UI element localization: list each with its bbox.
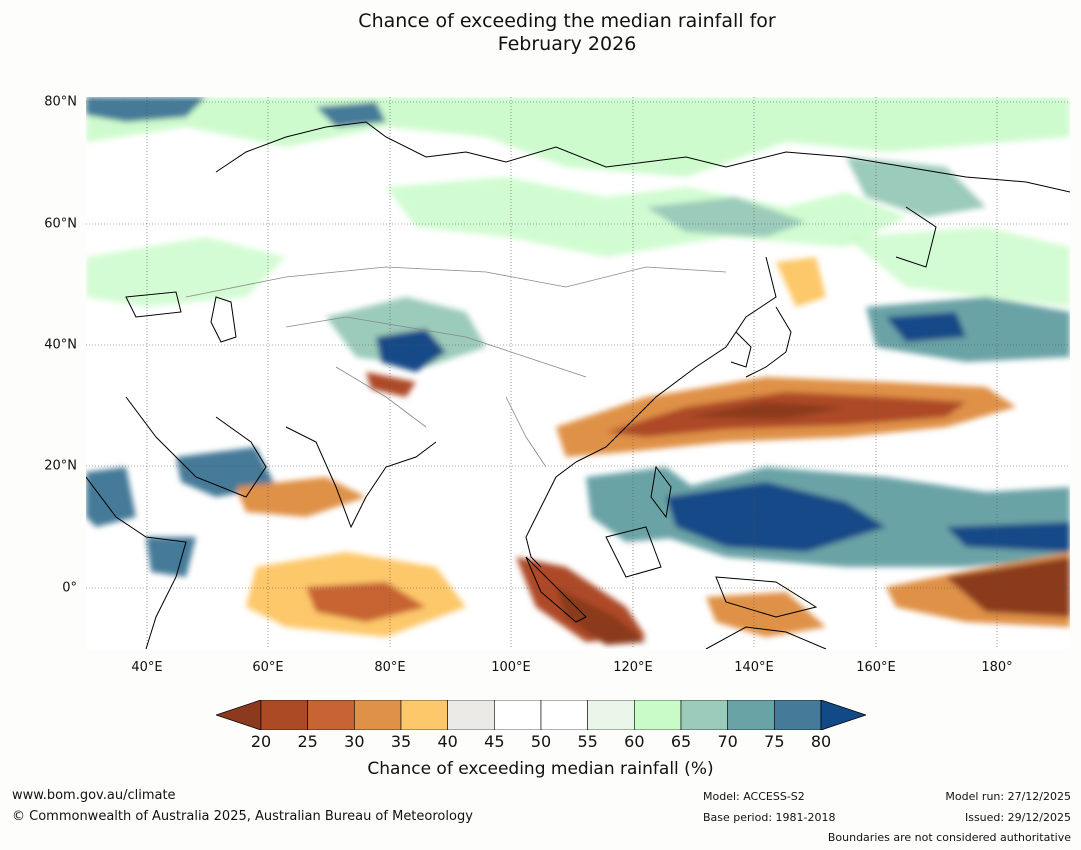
- rainfall-map-canvas: [86, 97, 1070, 649]
- field-teal-central-asia: [326, 297, 486, 367]
- coast-caspian: [210, 296, 237, 343]
- lon-label: 60°E: [252, 660, 284, 675]
- field-orange-arabian-sea: [236, 477, 366, 517]
- colorbar-label: Chance of exceeding median rainfall (%): [367, 759, 714, 779]
- field-green-northwest: [86, 237, 286, 307]
- field-green-pacific-north: [846, 227, 1070, 307]
- footer-issued: Issued: 29/12/2025: [964, 811, 1071, 824]
- country-borders: [185, 266, 727, 468]
- colorbar-segment: [494, 700, 542, 730]
- colorbar-segment: [307, 700, 355, 730]
- lon-label: 160°E: [856, 660, 896, 675]
- map-title: Chance of exceeding the median rainfall …: [0, 10, 1081, 56]
- colorbar-tick-label: 55: [577, 732, 598, 751]
- field-dark-brown-band: [686, 402, 846, 419]
- field-blue-wpac-east: [946, 522, 1070, 552]
- colorbar-ticks: 20 25 30 35 40 45 50 55 60 65 70 75 80: [0, 732, 1081, 752]
- footer-model: Model: ACCESS-S2: [703, 790, 805, 803]
- field-blue-tibet: [376, 329, 446, 372]
- map-title-line2: February 2026: [497, 33, 637, 55]
- coast-new-guinea: [715, 576, 818, 618]
- field-brown-indian-ocean: [306, 582, 426, 622]
- colorbar-tick-label: 35: [390, 732, 412, 751]
- field-dark-brown-eq-pacific: [946, 557, 1070, 617]
- lon-label: 180°: [981, 660, 1013, 675]
- footer-boundaries-note: Boundaries are not considered authoritat…: [827, 831, 1071, 844]
- footer-copyright: © Commonwealth of Australia 2025, Austra…: [12, 809, 473, 824]
- lat-label: 60°N: [44, 216, 77, 232]
- coast-arabia: [125, 396, 267, 498]
- colorbar-segment: [354, 700, 402, 730]
- colorbar-segment: [774, 700, 822, 730]
- field-blue-wpac: [666, 482, 886, 552]
- coast-india: [285, 426, 437, 529]
- coast-africa: [86, 476, 187, 649]
- colorbar-tick-label: 40: [437, 732, 458, 751]
- coast-philippines: [650, 465, 672, 519]
- colorbar-tick-label: 65: [670, 732, 692, 751]
- colorbar-extend-high: [820, 700, 866, 730]
- field-blue-red-sea: [86, 467, 136, 527]
- colorbar-tick-label: 75: [764, 732, 785, 751]
- field-blue-arctic-2: [316, 102, 386, 127]
- coast-korea: [730, 331, 752, 368]
- colorbar-tick-label: 60: [624, 732, 645, 751]
- coast-north-eurasia: [215, 121, 1070, 193]
- field-orange-himalaya: [366, 372, 416, 397]
- lat-label: 80°N: [44, 94, 77, 110]
- field-blue-arctic: [86, 97, 206, 122]
- coast-japan: [745, 306, 792, 378]
- lat-label: 0°: [62, 580, 77, 596]
- colorbar-segment: [680, 700, 728, 730]
- colorbar-segment: [727, 700, 775, 730]
- field-blue-horn: [146, 537, 196, 577]
- lon-label: 80°E: [374, 660, 406, 675]
- gridlines: [86, 97, 1070, 649]
- colorbar-segment: [400, 700, 448, 730]
- colorbar-segment: [634, 700, 682, 730]
- colorbar-tick-label: 30: [344, 732, 365, 751]
- lon-label: 120°E: [613, 660, 653, 675]
- lon-label: 140°E: [734, 660, 774, 675]
- lon-label: 40°E: [131, 660, 163, 675]
- field-green-siberia: [386, 177, 906, 257]
- colorbar-tick-label: 20: [250, 732, 272, 751]
- colorbar-tick-label: 45: [484, 732, 505, 751]
- colorbar-segment: [587, 700, 635, 730]
- coast-indochina: [525, 461, 577, 568]
- colorbar-tick-label: 50: [530, 732, 552, 751]
- field-orange-japan: [776, 257, 826, 307]
- coast-sumatra: [525, 556, 587, 623]
- colorbar: [216, 700, 866, 730]
- colorbar-segment: [540, 700, 588, 730]
- footer-model-run: Model run: 27/12/2025: [945, 790, 1071, 803]
- field-teal-nw-pacific: [866, 297, 1070, 362]
- field-teal-east-siberia: [846, 157, 986, 217]
- lat-label: 20°N: [44, 458, 77, 474]
- coast-kamchatka: [895, 206, 937, 268]
- field-teal-siberia: [646, 197, 806, 237]
- footer-website[interactable]: www.bom.gov.au/climate: [12, 788, 176, 803]
- colorbar-segment: [447, 700, 495, 730]
- colorbar-tick-label: 80: [810, 732, 832, 751]
- map-title-line1: Chance of exceeding the median rainfall …: [358, 10, 776, 32]
- coast-australia-north: [705, 626, 827, 649]
- coast-black-sea: [125, 291, 182, 318]
- field-blue-nw-pacific: [886, 312, 966, 342]
- probability-field: [86, 97, 1070, 645]
- colorbar-segment: [260, 700, 308, 730]
- field-blue-arabia: [176, 447, 276, 497]
- colorbar-tick-label: 25: [297, 732, 318, 751]
- coast-east-asia: [575, 256, 777, 463]
- footer-base-period: Base period: 1981-2018: [703, 811, 836, 824]
- coastlines: [86, 121, 1070, 649]
- lon-label: 100°E: [491, 660, 531, 675]
- coast-borneo: [605, 526, 662, 578]
- colorbar-extend-low: [216, 700, 262, 730]
- colorbar-tick-label: 70: [717, 732, 738, 751]
- lat-label: 40°N: [44, 337, 77, 353]
- field-dark-brown-java: [556, 587, 646, 645]
- rainfall-map: [86, 97, 1070, 649]
